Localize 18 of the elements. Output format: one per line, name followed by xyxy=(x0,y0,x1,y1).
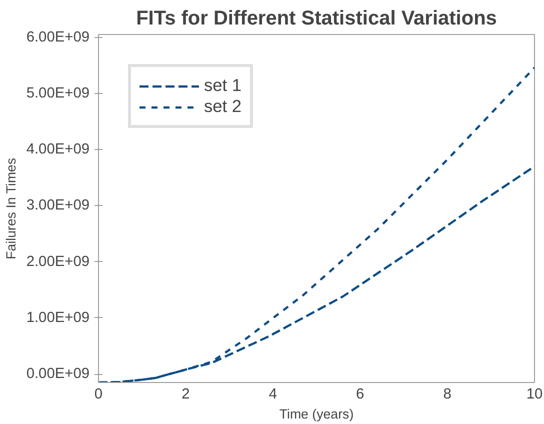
x-tick-label: 8 xyxy=(443,386,452,402)
x-tick-label: 10 xyxy=(526,386,543,402)
y-axis-title: Failures In Times xyxy=(3,158,18,260)
y-tick-label: 6.00E+09 xyxy=(26,29,90,46)
y-tick-label: 1.00E+09 xyxy=(26,310,90,326)
y-tick-label: 3.00E+09 xyxy=(26,198,90,214)
x-tick-label: 2 xyxy=(182,386,190,402)
x-tick-label: 6 xyxy=(356,386,364,402)
y-tick-label: 4.00E+09 xyxy=(26,142,90,158)
chart-title: FITs for Different Statistical Variations xyxy=(136,8,497,30)
legend-label: set 2 xyxy=(204,96,242,117)
x-axis-title: Time (years) xyxy=(279,406,354,422)
y-tick-label: 5.00E+09 xyxy=(26,85,90,102)
legend-label: set 1 xyxy=(204,75,242,96)
x-tick-label: 0 xyxy=(94,386,103,402)
x-tick-label: 4 xyxy=(268,386,277,402)
y-tick-label: 0.00E+09 xyxy=(26,366,90,382)
y-tick-label: 2.00E+09 xyxy=(26,254,90,270)
